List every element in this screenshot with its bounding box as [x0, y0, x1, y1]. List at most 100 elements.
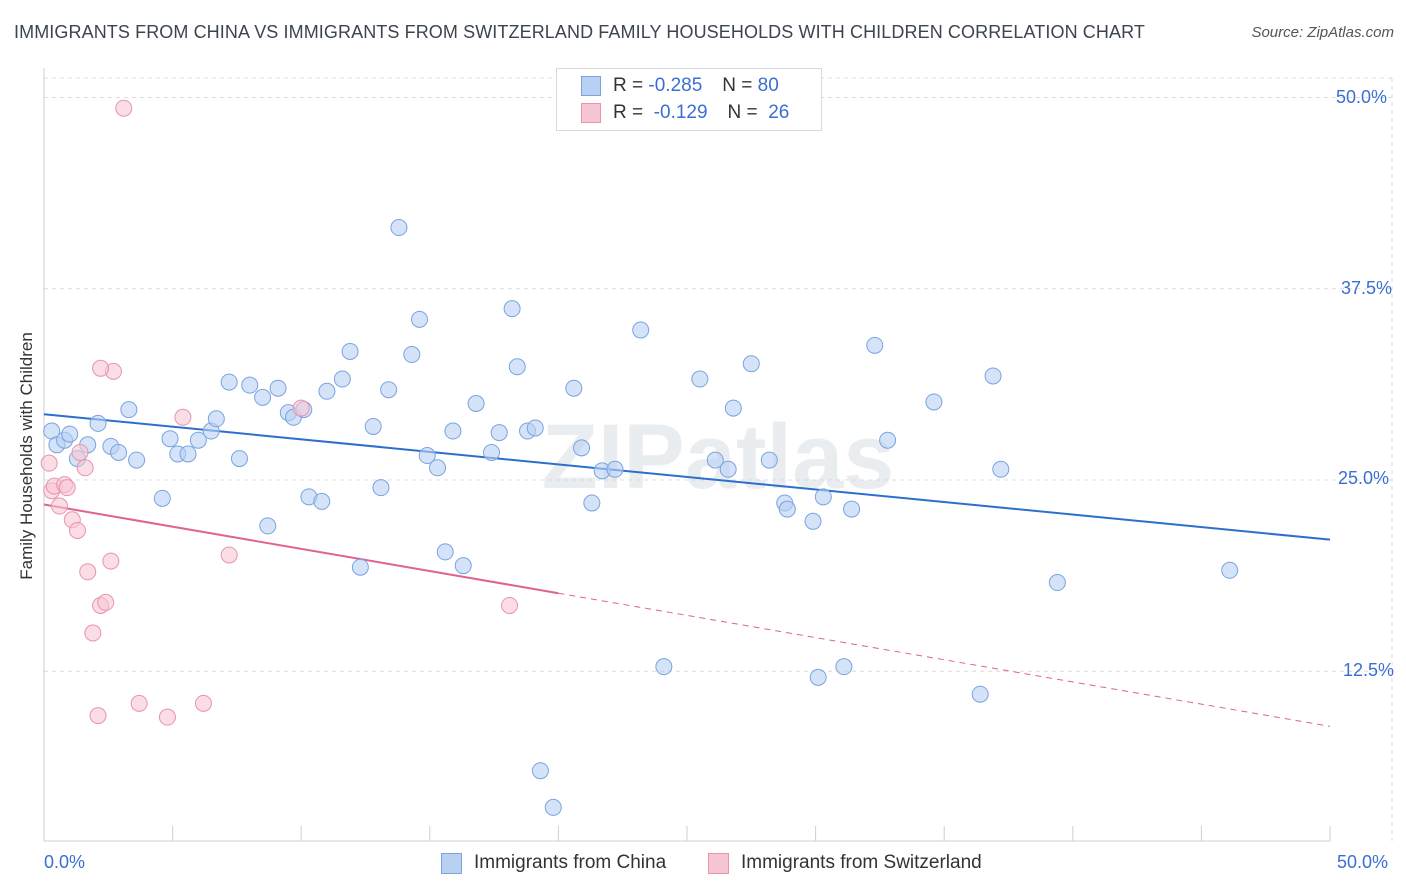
- china-point: [189, 431, 207, 449]
- china-point: [313, 492, 331, 510]
- china-point: [436, 543, 454, 561]
- china-point: [655, 658, 673, 676]
- switzerland-point: [40, 454, 58, 472]
- legend-r-label: R =: [613, 102, 644, 123]
- legend-n-value-china: 80: [757, 75, 779, 96]
- axis-layer: [43, 68, 1331, 842]
- switzerland-point: [68, 521, 86, 539]
- china-point: [403, 346, 421, 364]
- points-layer: [40, 99, 1239, 816]
- trend-line-solid: [43, 503, 559, 595]
- china-point: [120, 401, 138, 419]
- switzerland-point: [79, 563, 97, 581]
- legend-n-label: N =: [727, 102, 758, 123]
- bottom-legend-swatch-switzerland: [708, 852, 729, 874]
- china-point: [984, 367, 1002, 385]
- chart-title: IMMIGRANTS FROM CHINA VS IMMIGRANTS FROM…: [14, 22, 1145, 42]
- china-point: [220, 373, 238, 391]
- y-tick-label-37-5: 37.5%: [1341, 278, 1393, 298]
- china-point: [971, 685, 989, 703]
- switzerland-point: [194, 694, 212, 712]
- switzerland-point: [50, 497, 68, 515]
- china-point: [843, 500, 861, 518]
- china-point: [230, 450, 248, 468]
- china-point: [804, 512, 822, 530]
- china-point: [269, 379, 287, 397]
- china-point: [879, 431, 897, 449]
- trend-layer: [43, 413, 1331, 727]
- china-point: [1221, 561, 1239, 579]
- china-point: [429, 459, 447, 477]
- china-point: [760, 451, 778, 469]
- china-point: [110, 443, 128, 461]
- china-point: [719, 460, 737, 478]
- switzerland-point: [130, 694, 148, 712]
- china-point: [351, 558, 369, 576]
- switzerland-point: [97, 593, 115, 611]
- china-point: [1048, 574, 1066, 592]
- switzerland-point: [102, 552, 120, 570]
- china-point: [153, 489, 171, 507]
- legend-r-label: R =: [613, 75, 644, 96]
- legend-n-label: N =: [722, 75, 753, 96]
- china-point: [632, 321, 650, 339]
- china-point: [925, 393, 943, 411]
- china-point: [444, 422, 462, 440]
- switzerland-point: [292, 399, 310, 417]
- china-point: [318, 382, 336, 400]
- x-tick-label-max: 50.0%: [1337, 852, 1389, 872]
- legend-r-value-switzerland: -0.129: [653, 102, 708, 123]
- china-point: [89, 414, 107, 432]
- china-point: [390, 219, 408, 237]
- china-point: [778, 500, 796, 518]
- switzerland-point: [92, 359, 110, 377]
- legend-n-value-switzerland: 26: [768, 102, 790, 123]
- china-point: [411, 310, 429, 328]
- china-point: [565, 379, 583, 397]
- china-point: [161, 430, 179, 448]
- china-point: [179, 445, 197, 463]
- y-tick-label-50: 50.0%: [1336, 87, 1388, 107]
- switzerland-point: [158, 708, 176, 726]
- switzerland-point: [174, 408, 192, 426]
- china-point: [418, 447, 436, 465]
- china-point: [809, 668, 827, 686]
- switzerland-point: [58, 479, 76, 497]
- china-point: [508, 358, 526, 376]
- y-tick-label-12-5: 12.5%: [1343, 660, 1395, 680]
- china-point: [544, 798, 562, 816]
- bottom-legend-swatch-china: [441, 852, 462, 874]
- legend-swatch-china: [581, 76, 601, 96]
- china-point: [866, 336, 884, 354]
- china-point: [992, 460, 1010, 478]
- trend-line-solid: [43, 413, 1331, 541]
- trend-line-dashed: [558, 592, 1331, 727]
- switzerland-point: [220, 546, 238, 564]
- china-point: [61, 425, 79, 443]
- china-point: [706, 451, 724, 469]
- x-tick-label-min: 0.0%: [44, 852, 86, 872]
- bottom-legend-label-china: Immigrants from China: [474, 852, 667, 873]
- china-point: [207, 410, 225, 428]
- bottom-legend-label-switzerland: Immigrants from Switzerland: [741, 852, 982, 873]
- legend-swatch-switzerland: [581, 103, 601, 123]
- correlation-legend: R = -0.285 N = 80 R = -0.129 N = 26: [556, 68, 822, 131]
- chart-source: Source: ZipAtlas.com: [1251, 24, 1394, 41]
- switzerland-point: [76, 459, 94, 477]
- china-point: [835, 658, 853, 676]
- china-point: [503, 300, 521, 318]
- china-point: [742, 355, 760, 373]
- china-point: [454, 557, 472, 575]
- switzerland-point: [501, 596, 519, 614]
- china-point: [372, 479, 390, 497]
- bottom-legend-switzerland: Immigrants from Switzerland: [708, 852, 982, 874]
- switzerland-point: [89, 707, 107, 725]
- china-point: [259, 517, 277, 535]
- china-point: [583, 494, 601, 512]
- china-point: [526, 419, 544, 437]
- china-point: [724, 399, 742, 417]
- switzerland-point: [71, 443, 89, 461]
- legend-row-china: R = -0.285 N = 80: [581, 73, 779, 99]
- china-point: [483, 443, 501, 461]
